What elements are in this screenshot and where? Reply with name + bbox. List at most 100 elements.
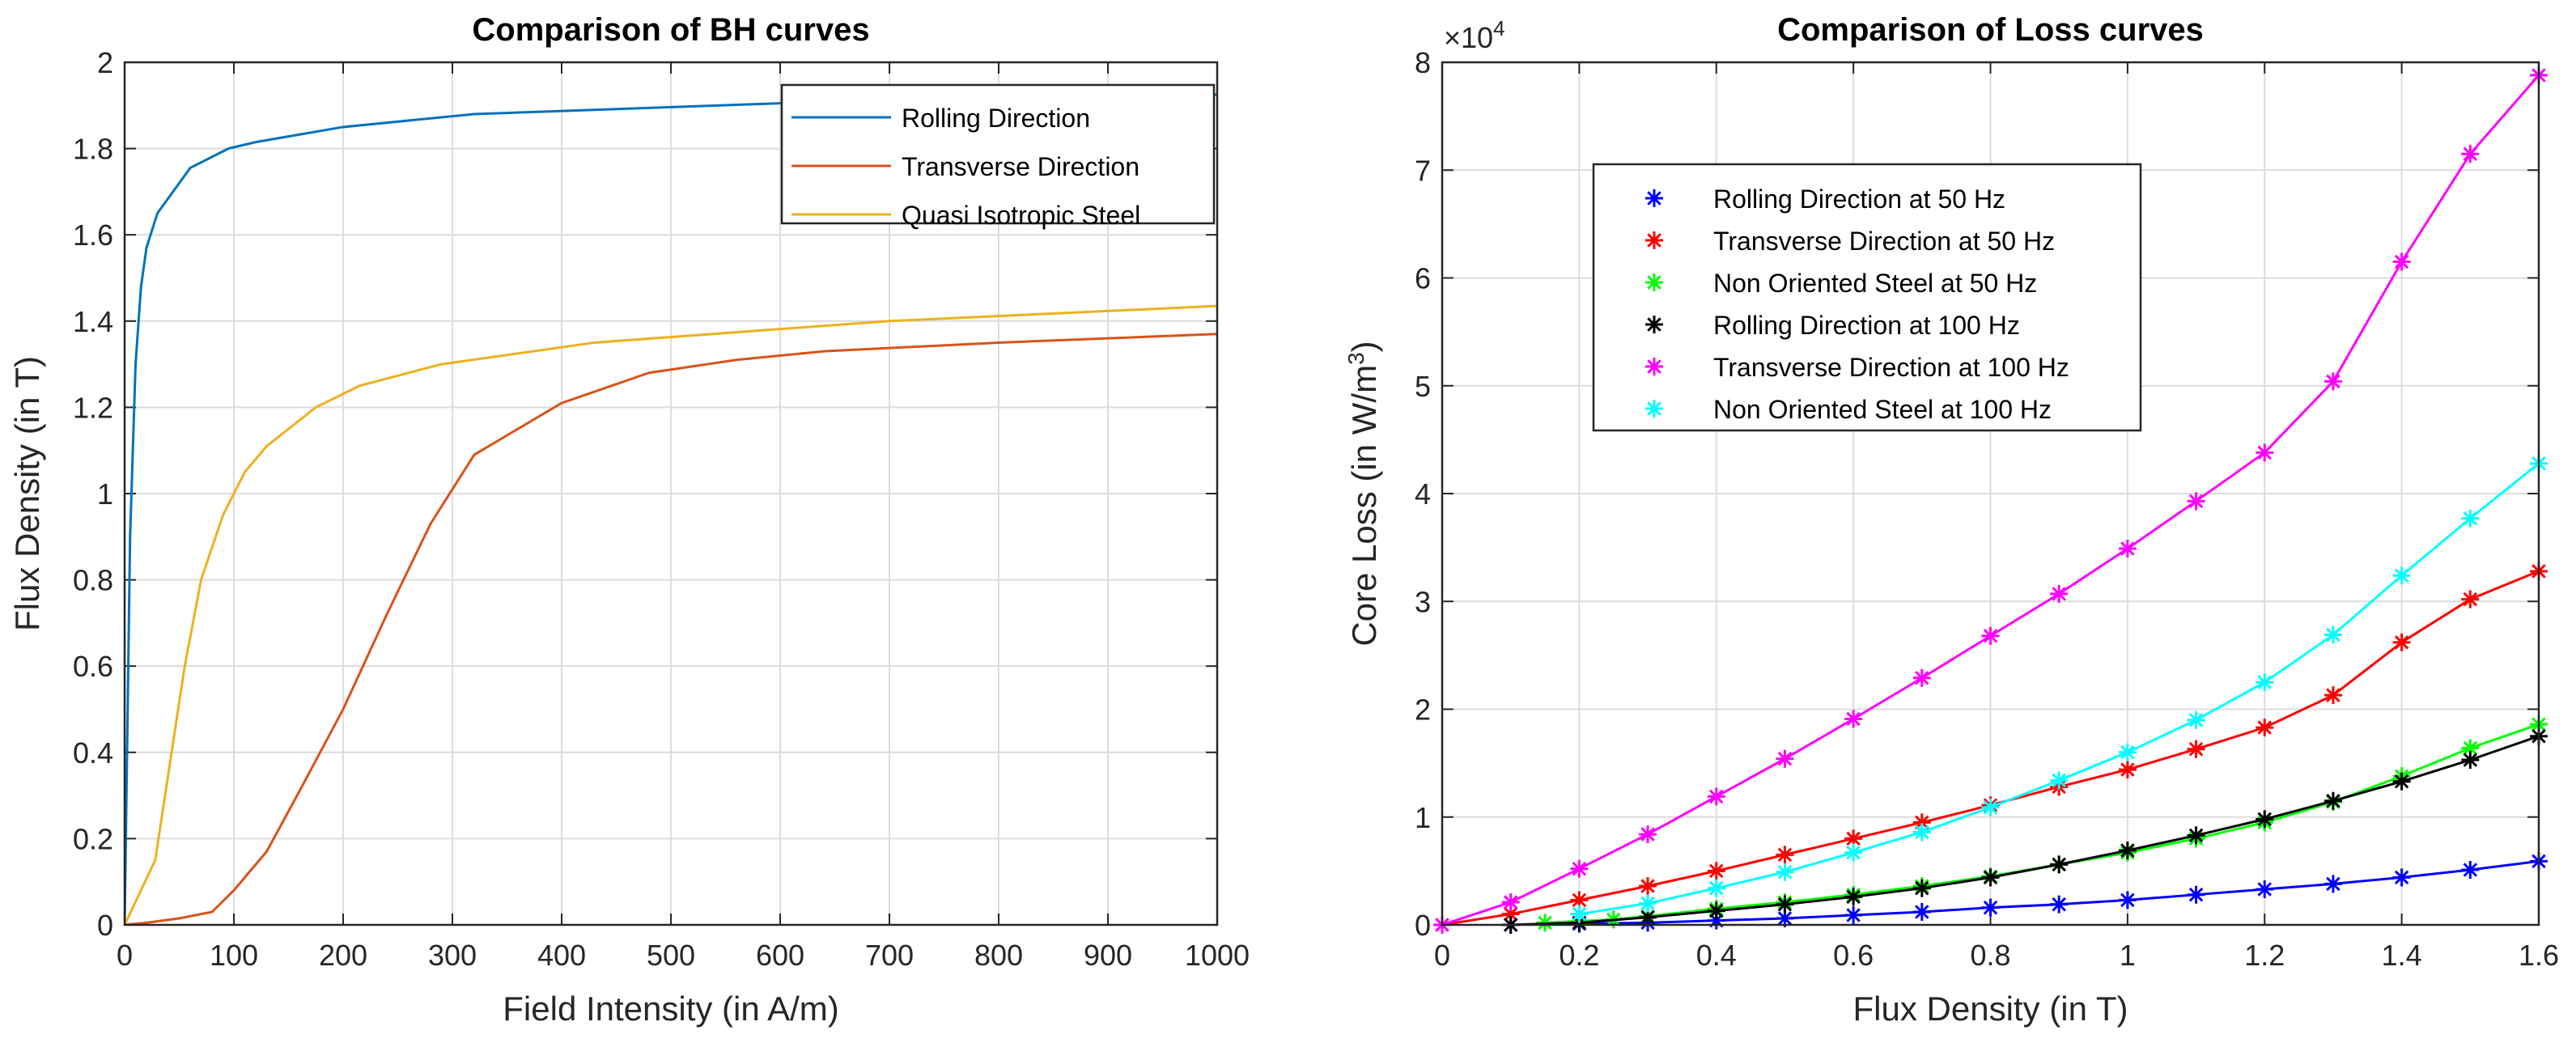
series-line-1 [125,93,1217,925]
x-tick-label: 0 [1434,939,1450,972]
data-point [2392,566,2411,585]
x-tick-label: 0.6 [1833,939,1874,972]
legend-label: Non Oriented Steel at 100 Hz [1713,395,2052,424]
y-tick-label: 1.2 [73,391,113,424]
data-point [2323,625,2342,644]
x-tick-label: 800 [974,939,1023,972]
x-tick-label: 1 [2120,939,2136,972]
y-tick-label: 0 [97,909,113,942]
data-point [2050,771,2069,790]
data-point [1570,859,1589,878]
y-tick-label: 2 [1415,693,1431,727]
legend-marker [1645,316,1663,333]
legend-item: Non Oriented Steel at 50 Hz [1645,269,2037,298]
data-point [2461,590,2480,608]
y-tick-label: 6 [1415,262,1431,295]
legend-box [1592,163,2142,432]
data-point [2187,740,2205,758]
chart-1: 0 100 200 300 400 500 600 700 800 900 1000 0 0.2 0.4 0… [8,12,1250,1028]
legend: Rolling Direction at 50 Hz Transverse Dir… [1592,163,2142,432]
data-point [1981,798,2000,816]
data-point [1844,843,1863,862]
legend-label: Rolling Direction at 100 Hz [1713,311,2020,340]
data-point [1912,813,1931,832]
y-tick-label: 4 [1415,477,1431,511]
chart-title: Comparison of BH curves [472,12,869,48]
y-tick-label: 5 [1415,370,1431,403]
legend-marker [1645,189,1663,207]
data-point [2256,880,2274,899]
y-axis-label-exponent: 3 [1343,352,1369,365]
x-tick-label: 1.6 [2519,939,2559,972]
data-point [2256,810,2274,829]
data-point [1981,626,2000,645]
data-point [1707,879,1725,897]
data-point [1912,668,1931,687]
x-tick-label: 100 [210,939,258,972]
x-tick-label: 1.4 [2382,939,2422,972]
series-line-3 [125,304,1217,925]
data-point [1707,862,1725,880]
y-axis-label-text: Flux Density (in T) [8,356,46,631]
data-point [2323,372,2342,391]
data-point [2392,772,2411,791]
axes-box [123,61,1219,926]
y-tick-label: 3 [1415,585,1431,618]
x-tick-label: 600 [756,939,804,972]
data-point [2323,791,2342,810]
data-point [1707,911,1725,930]
data-point [1707,901,1725,920]
x-tick-label: 1.2 [2244,939,2285,972]
data-point [2256,719,2274,737]
data-point [2187,492,2205,511]
data-point [1844,710,1863,728]
data-point [2187,710,2205,729]
data-point [2050,584,2069,603]
legend-label: Quasi Isotropic Steel [902,201,1140,230]
data-point [1776,909,1794,928]
y-tick-label: 1 [1415,801,1431,834]
legend-marker [1645,231,1663,249]
data-point [1639,908,1657,926]
data-point [1639,877,1657,896]
series-line-1 [1510,859,2539,925]
legend-item: Rolling Direction [791,104,1090,133]
legend-item: Non Oriented Steel at 100 Hz [1645,395,2052,424]
legend-label: Transverse Direction [902,152,1139,181]
data-point [2256,673,2274,692]
x-tick-label: 300 [428,939,477,972]
legend: Rolling Direction Transverse Direction Qua… [780,83,1216,230]
x-tick-label: 900 [1084,939,1132,972]
chart-title: Comparison of Loss curves [1777,12,2204,48]
legend-label: Rolling Direction at 50 Hz [1713,184,2005,214]
data-point [2461,751,2480,770]
x-tick-label: 0.8 [1970,939,2010,972]
data-point [2461,145,2480,163]
y-tick-label: 1.8 [73,133,113,166]
data-point [2323,875,2342,893]
data-point [2392,252,2411,271]
x-tick-label: 500 [647,939,695,972]
legend-label: Transverse Direction at 50 Hz [1713,227,2055,256]
data-point [1844,906,1863,925]
data-point [2392,868,2411,887]
multiplier-exponent: 4 [1493,16,1504,40]
data-point [1912,903,1931,922]
legend-marker [1645,400,1663,418]
x-tick-label: 0 [117,939,133,972]
y-axis-label: Core Loss (in W/m3) [1343,341,1384,646]
data-point [1912,879,1931,897]
y-tick-label: 2 [97,46,113,79]
y-axis-multiplier: ×104 [1444,16,1505,54]
legend-label: Rolling Direction [902,104,1090,133]
data-point [2118,539,2137,558]
legend-label: Non Oriented Steel at 50 Hz [1713,269,2037,298]
data-point [2050,895,2069,914]
data-point [1912,823,1931,842]
series-line-4 [1510,735,2539,925]
data-point [2118,761,2137,779]
data-point [1981,898,2000,917]
y-axis-label-text: Core Loss (in W/m [1345,365,1383,647]
series-line-6 [1579,462,2539,916]
